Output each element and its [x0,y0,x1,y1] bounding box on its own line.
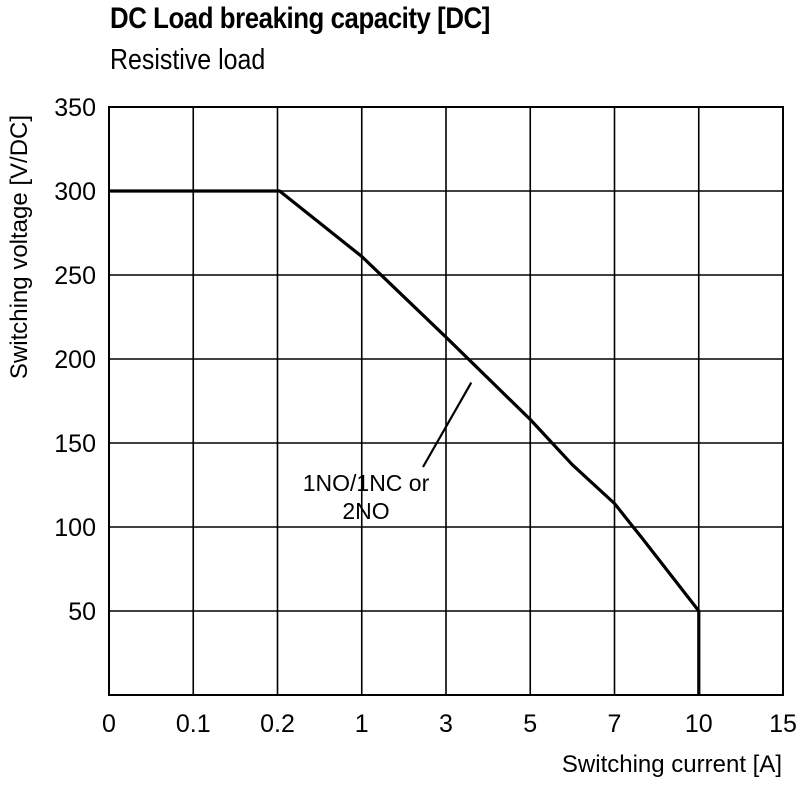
annotation-leader-line [422,381,473,468]
plot-border [108,106,784,696]
x-tick-label: 15 [769,710,797,738]
chart-title: DC Load breaking capacity [DC] [110,2,490,35]
annotation-label: 1NO/1NC or [303,470,430,496]
x-tick-label: 0.1 [176,710,211,738]
series-line [109,189,701,695]
y-tick-label: 150 [54,430,96,458]
x-tick-label: 5 [523,710,537,738]
y-tick-label: 250 [54,262,96,290]
y-tick-label: 100 [54,514,96,542]
plot-frame [108,106,784,696]
x-tick-label: 7 [608,710,622,738]
x-tick-label: 3 [439,710,453,738]
x-tick-label: 0.2 [260,710,295,738]
y-axis-title: Switching voltage [V/DC] [6,115,33,379]
x-axis-title: Switching current [A] [562,751,782,778]
x-tick-label: 10 [685,710,713,738]
x-tick-labels: 0 0.1 0.2 1 3 5 7 10 15 [102,710,797,738]
x-tick-label: 0 [102,710,116,738]
annotation-label: 2NO [342,498,389,524]
series-layer [109,189,701,695]
y-tick-label: 350 [54,94,96,122]
y-tick-label: 200 [54,346,96,374]
chart-grid [109,107,783,695]
chart-subtitle: Resistive load [110,44,266,76]
x-tick-label: 1 [355,710,369,738]
y-tick-labels: 350 300 250 200 150 100 50 [54,94,96,626]
y-tick-label: 50 [68,598,96,626]
y-tick-label: 300 [54,178,96,206]
